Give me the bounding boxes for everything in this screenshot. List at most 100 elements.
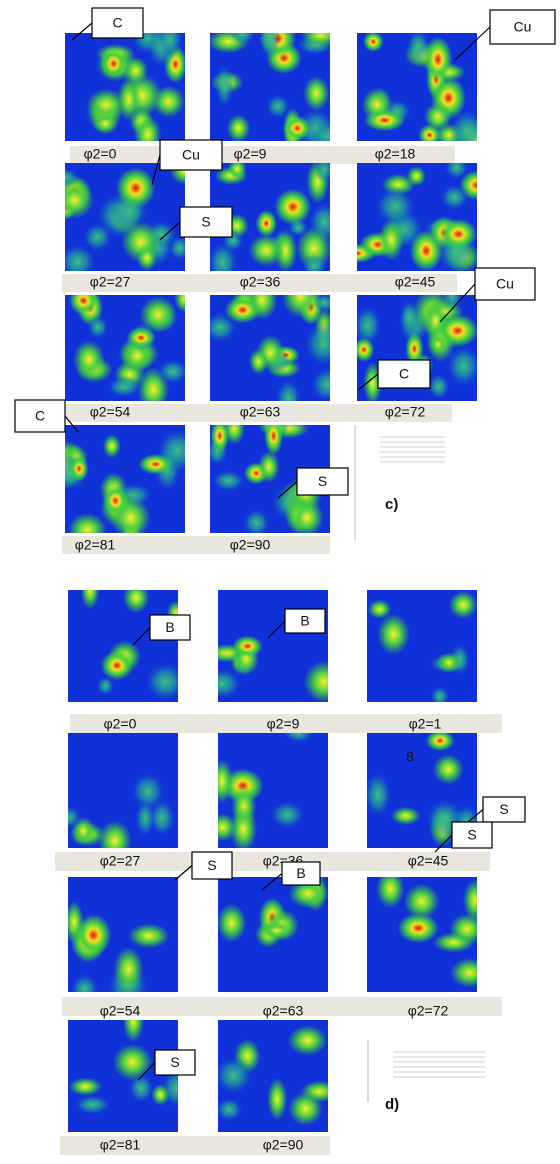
section-label: φ2=0 [104,716,137,732]
section-label: φ2=54 [100,1003,141,1019]
marker-label: B [296,865,305,881]
odf-blob [256,210,277,237]
marker-label: S [499,801,508,817]
odf-blob [113,1044,153,1081]
odf-blob [210,419,229,453]
odf-blob [103,434,121,458]
odf-blob [399,300,419,336]
section-label: φ2=90 [230,537,271,553]
marker-label: Cu [182,147,200,163]
section-label: φ2=81 [100,1137,141,1153]
odf-blob [378,219,404,261]
odf-section [214,1020,338,1132]
odf-blob [303,661,344,704]
odf-section [54,733,178,861]
marker-label: Cu [496,276,514,292]
odf-blob [368,600,392,619]
odf-section [367,869,489,992]
odf-blob [212,470,245,492]
section-label: φ2=1 [409,716,442,732]
odf-blob [232,636,263,658]
odf-blob [440,184,469,210]
odf-blob [264,416,283,456]
odf-blob [288,1092,323,1126]
odf-blob [354,338,375,362]
odf-blob [69,1077,102,1095]
section-label: φ2=36 [240,274,281,290]
odf-blob [225,297,261,324]
odf-blob [440,219,478,250]
odf-blob [437,653,461,673]
odf-blob [128,923,170,948]
marker-label: C [399,366,409,382]
section-label: φ2=9 [234,146,267,162]
section-label: 8 [406,749,414,765]
odf-blob [215,64,233,108]
odf-blob [258,451,280,483]
odf-blob [101,651,134,681]
odf-blob [311,368,345,402]
odf-blob [364,773,392,817]
odf-blob [158,22,183,56]
section-label: φ2=27 [90,274,131,290]
odf-blob [116,167,156,208]
odf-blob [209,813,237,841]
odf-blob [274,189,311,225]
odf-blob [231,24,255,44]
marker-label: S [207,857,216,873]
marker-label: C [112,15,122,31]
odf-blob [290,498,324,537]
odf-blob [70,456,89,482]
marker-label: B [300,613,309,629]
panel-label: d) [385,1096,399,1113]
section-label: φ2=72 [385,404,426,420]
section-label: φ2=45 [408,853,449,869]
odf-blob [55,181,94,219]
odf-blob [203,668,242,698]
odf-blob [433,933,475,953]
odf-blob [364,109,405,131]
odf-blob [107,376,141,397]
odf-blob [157,359,188,384]
odf-blob [284,116,312,141]
odf-blob [73,340,105,379]
odf-blob [51,168,79,187]
odf-blob [267,1078,287,1121]
odf-blob [217,904,247,943]
odf-blob [426,730,455,751]
section-label: φ2=9 [267,716,300,732]
odf-blob [139,296,176,333]
odf-blob [301,24,341,47]
section-label: φ2=72 [408,1003,449,1019]
odf-blob [215,1098,242,1122]
odf-section [357,29,492,162]
odf-blob [447,345,481,387]
odf-blob [81,572,100,609]
odf-blob [303,76,329,111]
odf-blob [430,686,449,708]
marker-label: S [170,1054,179,1070]
odf-blob [407,29,430,64]
odf-blob [214,1056,253,1094]
odf-blob [168,236,191,261]
figure: φ2=0 φ2=9 φ2=1 8 φ2=27 φ2=36 φ2=45 φ2=54 φ2=63 φ2… [0,0,560,1164]
section-label: φ2=81 [75,537,116,553]
section-label: φ2=27 [100,853,141,869]
odf-section [65,286,195,412]
odf-blob [288,1025,328,1056]
odf-section [203,590,345,703]
section-label: φ2=63 [263,1003,304,1019]
odf-blob [313,293,335,312]
marker-label: S [201,214,210,230]
section-label: φ2=90 [263,1137,304,1153]
odf-blob [424,102,452,132]
odf-blob [376,869,404,908]
odf-blob [377,613,410,655]
odf-blob [227,114,251,142]
odf-blob [210,759,233,804]
odf-section [338,156,493,274]
odf-blob [424,302,448,340]
marker-label: S [467,827,476,843]
odf-blob [138,454,173,474]
odf-blob [54,806,82,829]
